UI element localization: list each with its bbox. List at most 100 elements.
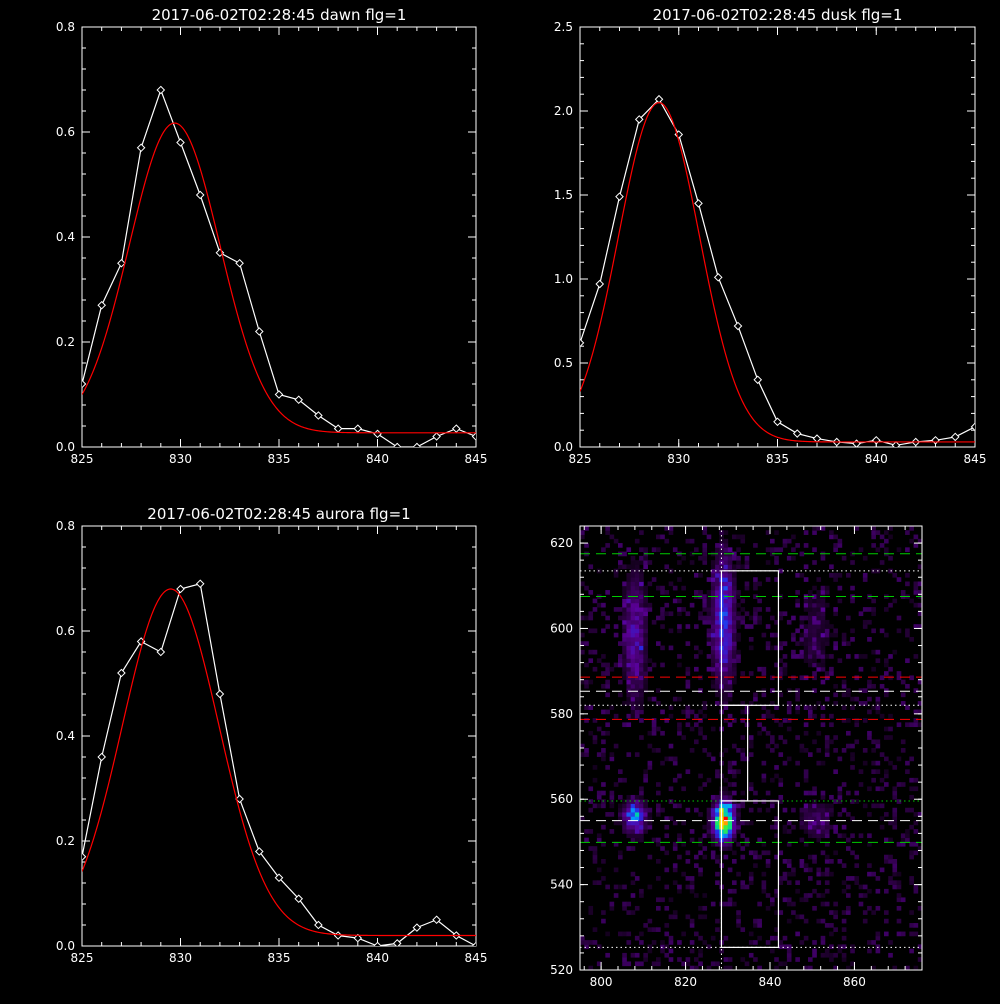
heatmap-cell [639,530,644,535]
y-tick-label: 1.0 [554,272,573,286]
heatmap-cell [732,790,737,796]
heatmap-cell [736,611,741,617]
heatmap-cell [770,632,775,638]
heatmap-cell [799,816,805,821]
heatmap-cell [757,837,762,843]
heatmap-cell [862,624,868,629]
heatmap-cell [824,833,830,839]
heatmap-cell [626,713,632,719]
heatmap-cell [626,602,632,608]
heatmap-cell [812,645,817,651]
heatmap-cell [812,820,817,826]
heatmap-cell [647,944,653,950]
heatmap-cell [677,854,682,860]
x-tick-label: 835 [766,452,789,466]
heatmap-cell [588,564,594,570]
heatmap-cell [634,577,640,582]
heatmap-cell [812,812,817,817]
heatmap-cell [639,683,644,689]
heatmap-cell [639,581,644,587]
heatmap-cell [774,560,779,565]
heatmap-cell [677,940,682,945]
heatmap-cell [639,594,644,599]
heatmap-cell [748,701,754,706]
data-point-marker [753,375,763,385]
heatmap-cell [786,897,792,903]
heatmap-cell [892,765,898,770]
heatmap-cell [622,905,627,911]
heatmap-cell [799,748,805,753]
heatmap-cell [808,867,813,873]
heatmap-cell [808,824,813,830]
heatmap-cell [740,957,746,962]
heatmap-cell [656,897,661,903]
heatmap-cell [808,598,813,604]
heatmap-cell [592,628,598,634]
heatmap-cell [846,905,851,911]
heatmap-cell [618,679,623,685]
y-tick-label: 0.2 [56,335,75,349]
heatmap-cell [656,927,661,932]
heatmap-cell [799,654,805,659]
heatmap-cell [824,748,830,753]
heatmap-cell [803,803,809,809]
heatmap-cell [706,944,712,950]
heatmap-cell [795,880,800,886]
heatmap-cell [795,628,800,634]
data-point-marker [82,852,87,862]
heatmap-cell [909,538,914,544]
heatmap-cell [647,918,653,924]
heatmap-cell [643,555,648,561]
heatmap-cell [803,722,809,728]
heatmap-cell [634,876,640,881]
heatmap-cell [580,530,585,535]
heatmap-cell [862,803,868,809]
heatmap-cell [723,577,729,582]
heatmap-cell [892,794,898,800]
heatmap-cell [850,752,855,757]
heatmap-cell [702,602,708,608]
heatmap-cell [837,948,843,954]
heatmap-cell [689,560,695,565]
heatmap-cell [820,654,826,659]
heatmap-cell [812,594,817,599]
heatmap-cell [867,871,872,877]
heatmap-cell [613,893,619,898]
heatmap-cell [867,607,872,612]
heatmap-cell [630,683,636,689]
heatmap-cell [723,649,729,655]
heatmap-cell [668,743,674,749]
heatmap-cell [732,833,737,839]
heatmap-cell [909,526,914,531]
heatmap-cell [740,846,746,851]
heatmap-cell [677,803,682,809]
heatmap-cell [748,786,754,792]
heatmap-cell [854,863,860,868]
heatmap-cell [913,654,919,659]
heatmap-cell [833,748,838,753]
heatmap-cell [786,619,792,625]
heatmap-cell [778,735,784,740]
heatmap-cell [812,786,817,792]
heatmap-cell [580,534,585,540]
heatmap-cell [618,654,623,659]
heatmap-cell [723,705,729,710]
heatmap-cell [812,790,817,796]
heatmap-cell [913,543,919,548]
heatmap-cell [778,568,784,574]
data-point-marker [412,442,422,447]
heatmap-cell [736,637,741,642]
heatmap-cell [736,803,741,809]
heatmap-cell [791,632,796,638]
heatmap-cell [622,812,627,817]
heatmap-cell [791,807,796,813]
heatmap-cell [677,722,682,728]
heatmap-cell [626,824,632,830]
heatmap-cell [732,637,737,642]
heatmap-cell [584,837,589,843]
heatmap-cell [702,555,708,561]
heatmap-cell [702,526,708,531]
heatmap-cell [761,726,767,732]
heatmap-cell [732,658,737,664]
heatmap-cell [601,782,606,787]
